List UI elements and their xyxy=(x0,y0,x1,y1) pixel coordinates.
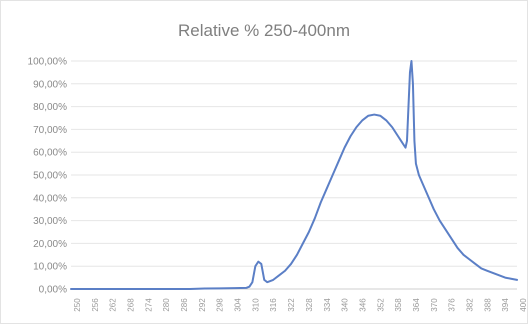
x-tick-label: 286 xyxy=(180,298,189,312)
x-tick-label: 364 xyxy=(412,298,421,312)
y-axis-ticks: 0,00% 10,00% 20,00% 30,00% 40,00% 50,00% 60,00… xyxy=(28,57,68,296)
x-tick-label: 292 xyxy=(198,298,207,312)
x-tick-label: 322 xyxy=(287,298,296,312)
x-tick-label: 250 xyxy=(73,298,82,312)
x-tick-label: 400 xyxy=(519,298,528,312)
y-tick-label: 60,00% xyxy=(33,148,67,159)
series-line-0 xyxy=(70,60,518,290)
y-tick-label: 90,00% xyxy=(33,79,67,90)
x-tick-label: 370 xyxy=(430,298,439,312)
y-tick-label: 50,00% xyxy=(33,171,67,182)
x-tick-label: 376 xyxy=(448,298,457,312)
x-tick-label: 340 xyxy=(341,298,350,312)
x-axis-ticks: 250 256 262 268 274 280 286 292 298 304 310 316 322 3… xyxy=(73,298,528,312)
y-tick-label: 30,00% xyxy=(33,216,67,227)
x-tick-label: 358 xyxy=(394,298,403,312)
x-tick-label: 328 xyxy=(305,298,314,312)
x-tick-label: 310 xyxy=(251,298,260,312)
x-tick-label: 268 xyxy=(127,298,136,312)
series-group xyxy=(70,60,518,290)
x-tick-label: 298 xyxy=(216,298,225,312)
x-tick-label: 316 xyxy=(269,298,278,312)
x-tick-label: 274 xyxy=(144,298,153,312)
x-tick-label: 256 xyxy=(91,298,100,312)
x-tick-label: 334 xyxy=(323,298,332,312)
grid-lines xyxy=(71,60,517,290)
x-tick-label: 388 xyxy=(483,298,492,312)
x-tick-label: 280 xyxy=(162,298,171,312)
y-tick-label: 100,00% xyxy=(28,57,68,68)
y-tick-label: 20,00% xyxy=(33,239,67,250)
y-tick-label: 10,00% xyxy=(33,262,67,273)
chart-title: Relative % 250-400nm xyxy=(178,21,350,40)
x-tick-label: 346 xyxy=(358,298,367,312)
y-tick-label: 0,00% xyxy=(39,285,67,296)
x-tick-label: 394 xyxy=(501,298,510,312)
x-tick-label: 382 xyxy=(465,298,474,312)
y-tick-label: 70,00% xyxy=(33,125,67,136)
y-tick-label: 80,00% xyxy=(33,102,67,113)
x-tick-label: 352 xyxy=(376,298,385,312)
y-tick-label: 40,00% xyxy=(33,193,67,204)
x-tick-label: 262 xyxy=(109,298,118,312)
x-tick-label: 304 xyxy=(234,298,243,312)
